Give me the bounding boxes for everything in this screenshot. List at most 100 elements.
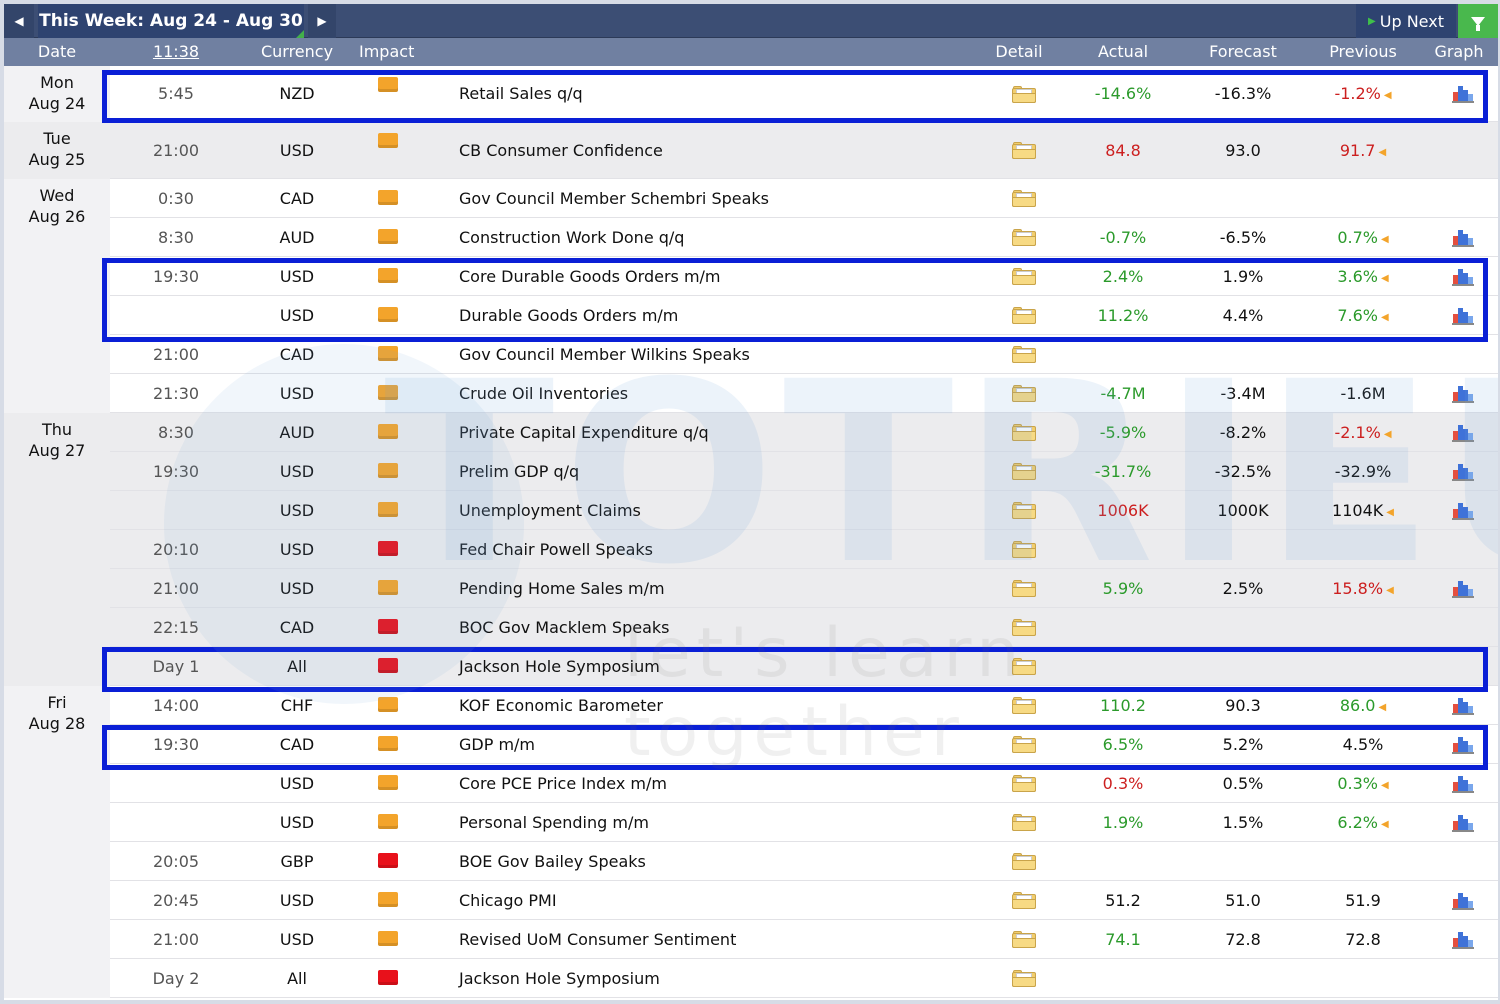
- detail-folder-button[interactable]: [1012, 218, 1038, 257]
- event-title[interactable]: Retail Sales q/q: [459, 84, 583, 103]
- revised-icon[interactable]: ◀: [1380, 234, 1389, 245]
- event-row[interactable]: 20:10 USD Fed Chair Powell Speaks: [110, 530, 1498, 569]
- detail-folder-button[interactable]: [1012, 959, 1038, 998]
- event-row[interactable]: USD Personal Spending m/m 1.9% 1.5% 6.2% ◀: [110, 803, 1498, 842]
- detail-folder-button[interactable]: [1012, 647, 1038, 686]
- detail-folder-button[interactable]: [1012, 725, 1038, 764]
- event-title[interactable]: Gov Council Member Schembri Speaks: [459, 189, 770, 208]
- detail-folder-button[interactable]: [1012, 530, 1038, 569]
- impact-indicator[interactable]: [378, 853, 398, 868]
- detail-folder-button[interactable]: [1012, 179, 1038, 218]
- graph-button[interactable]: [1452, 413, 1474, 452]
- event-title[interactable]: KOF Economic Barometer: [459, 696, 663, 715]
- event-title[interactable]: Pending Home Sales m/m: [459, 579, 665, 598]
- event-title[interactable]: Prelim GDP q/q: [459, 462, 580, 481]
- detail-folder-button[interactable]: [1012, 491, 1038, 530]
- event-title[interactable]: Core PCE Price Index m/m: [459, 774, 667, 793]
- event-row[interactable]: 0:30 CAD Gov Council Member Schembri Speak…: [110, 179, 1498, 218]
- revised-icon[interactable]: ◀: [1380, 312, 1389, 323]
- event-row[interactable]: 8:30 AUD Construction Work Done q/q -0.7% -6…: [110, 218, 1498, 257]
- event-row[interactable]: 21:00 USD Revised UoM Consumer Sentiment 74…: [110, 920, 1498, 959]
- impact-indicator[interactable]: [378, 541, 398, 556]
- event-title[interactable]: Jackson Hole Symposium: [459, 969, 660, 988]
- impact-indicator[interactable]: [378, 658, 398, 673]
- impact-indicator[interactable]: [378, 814, 398, 829]
- detail-folder-button[interactable]: [1012, 66, 1038, 122]
- impact-indicator[interactable]: [378, 892, 398, 907]
- event-row[interactable]: Day 1 All Jackson Hole Symposium: [110, 647, 1498, 686]
- event-row[interactable]: 19:30 CAD GDP m/m 6.5% 5.2% 4.5%: [110, 725, 1498, 764]
- event-row[interactable]: USD Unemployment Claims 1006K 1000K 1104K ◀: [110, 491, 1498, 530]
- event-row[interactable]: 20:05 GBP BOE Gov Bailey Speaks: [110, 842, 1498, 881]
- event-title[interactable]: GDP m/m: [459, 735, 536, 754]
- impact-indicator[interactable]: [378, 346, 398, 361]
- impact-indicator[interactable]: [378, 463, 398, 478]
- week-title[interactable]: This Week: Aug 24 - Aug 30: [38, 4, 304, 38]
- graph-button[interactable]: [1452, 218, 1474, 257]
- detail-folder-button[interactable]: [1012, 842, 1038, 881]
- revised-icon[interactable]: ◀: [1380, 819, 1389, 830]
- detail-folder-button[interactable]: [1012, 803, 1038, 842]
- impact-indicator[interactable]: [378, 970, 398, 985]
- event-title[interactable]: Gov Council Member Wilkins Speaks: [459, 345, 750, 364]
- graph-button[interactable]: [1452, 296, 1474, 335]
- event-title[interactable]: BOE Gov Bailey Speaks: [459, 852, 646, 871]
- revised-icon[interactable]: ◀: [1386, 585, 1394, 596]
- impact-indicator[interactable]: [378, 931, 398, 946]
- impact-indicator[interactable]: [378, 424, 398, 439]
- event-row[interactable]: 21:00 CAD Gov Council Member Wilkins Speak…: [110, 335, 1498, 374]
- impact-indicator[interactable]: [378, 619, 398, 634]
- impact-indicator[interactable]: [378, 77, 398, 92]
- header-time-link[interactable]: 11:38: [152, 42, 200, 61]
- event-title[interactable]: Construction Work Done q/q: [459, 228, 685, 247]
- event-title[interactable]: Chicago PMI: [459, 891, 557, 910]
- impact-indicator[interactable]: [378, 775, 398, 790]
- event-title[interactable]: Crude Oil Inventories: [459, 384, 629, 403]
- event-row[interactable]: 21:30 USD Crude Oil Inventories -4.7M -3.4M -…: [110, 374, 1498, 413]
- graph-button[interactable]: [1452, 764, 1474, 803]
- detail-folder-button[interactable]: [1012, 452, 1038, 491]
- impact-indicator[interactable]: [378, 502, 398, 517]
- impact-indicator[interactable]: [378, 133, 398, 148]
- detail-folder-button[interactable]: [1012, 257, 1038, 296]
- graph-button[interactable]: [1452, 491, 1474, 530]
- event-row[interactable]: 14:00 CHF KOF Economic Barometer 110.2 90.3 8…: [110, 686, 1498, 725]
- detail-folder-button[interactable]: [1012, 881, 1038, 920]
- revised-icon[interactable]: ◀: [1378, 702, 1387, 713]
- next-week-button[interactable]: ▶: [308, 4, 336, 38]
- graph-button[interactable]: [1452, 686, 1474, 725]
- event-title[interactable]: BOC Gov Macklem Speaks: [459, 618, 670, 637]
- event-row[interactable]: Day 2 All Jackson Hole Symposium: [110, 959, 1498, 998]
- filter-button[interactable]: [1458, 4, 1498, 38]
- graph-button[interactable]: [1452, 257, 1474, 296]
- graph-button[interactable]: [1452, 374, 1474, 413]
- detail-folder-button[interactable]: [1012, 296, 1038, 335]
- impact-indicator[interactable]: [378, 385, 398, 400]
- up-next-button[interactable]: ▶ Up Next: [1356, 4, 1456, 38]
- detail-folder-button[interactable]: [1012, 122, 1038, 179]
- detail-folder-button[interactable]: [1012, 686, 1038, 725]
- event-title[interactable]: CB Consumer Confidence: [459, 141, 663, 160]
- event-title[interactable]: Jackson Hole Symposium: [459, 657, 660, 676]
- revised-icon[interactable]: ◀: [1380, 780, 1389, 791]
- detail-folder-button[interactable]: [1012, 569, 1038, 608]
- revised-icon[interactable]: ◀: [1383, 90, 1392, 101]
- graph-button[interactable]: [1452, 569, 1474, 608]
- event-row[interactable]: 5:45 NZD Retail Sales q/q -14.6% -16.3% -1.2%…: [110, 66, 1498, 122]
- graph-button[interactable]: [1452, 452, 1474, 491]
- detail-folder-button[interactable]: [1012, 335, 1038, 374]
- graph-button[interactable]: [1452, 920, 1474, 959]
- event-title[interactable]: Fed Chair Powell Speaks: [459, 540, 653, 559]
- event-row[interactable]: 22:15 CAD BOC Gov Macklem Speaks: [110, 608, 1498, 647]
- event-row[interactable]: 20:45 USD Chicago PMI 51.2 51.0 51.9: [110, 881, 1498, 920]
- revised-icon[interactable]: ◀: [1378, 147, 1387, 158]
- previous-week-button[interactable]: ◀: [4, 4, 34, 38]
- graph-button[interactable]: [1452, 803, 1474, 842]
- event-row[interactable]: 8:30 AUD Private Capital Expenditure q/q -5…: [110, 413, 1498, 452]
- graph-button[interactable]: [1452, 725, 1474, 764]
- impact-indicator[interactable]: [378, 307, 398, 322]
- event-title[interactable]: Durable Goods Orders m/m: [459, 306, 679, 325]
- detail-folder-button[interactable]: [1012, 608, 1038, 647]
- detail-folder-button[interactable]: [1012, 764, 1038, 803]
- impact-indicator[interactable]: [378, 736, 398, 751]
